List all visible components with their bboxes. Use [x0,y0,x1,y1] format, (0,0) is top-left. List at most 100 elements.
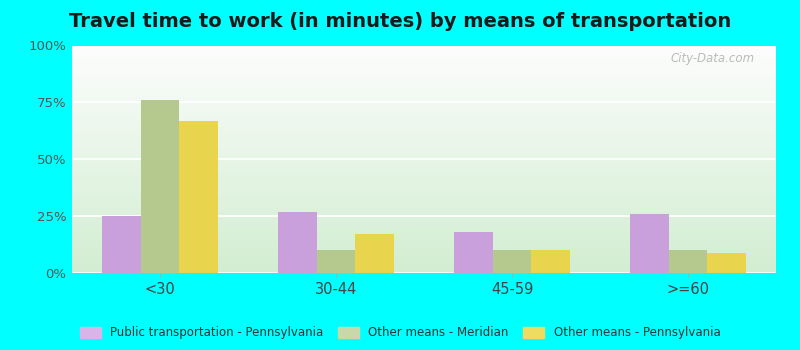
Bar [72,130,776,132]
Bar [72,214,776,216]
Bar [72,48,776,50]
Bar [72,86,776,89]
Bar [454,232,493,273]
Bar [355,234,394,273]
Bar [72,237,776,239]
Bar [72,225,776,228]
Bar [278,211,317,273]
Bar [72,262,776,264]
Bar [72,205,776,207]
Bar [102,216,141,273]
Bar [72,209,776,211]
Bar [72,230,776,232]
Bar [72,184,776,187]
Bar [72,246,776,248]
Bar [72,132,776,134]
Bar [72,139,776,141]
Bar [72,171,776,173]
Bar [72,120,776,123]
Bar [72,196,776,198]
Bar [72,232,776,234]
Bar [72,109,776,111]
Bar [72,268,776,271]
Bar [72,73,776,75]
Bar [317,250,355,273]
Bar [72,116,776,118]
Bar [72,105,776,107]
Bar [72,127,776,130]
Bar [72,175,776,177]
Bar [72,102,776,105]
Bar [72,218,776,221]
Bar [72,107,776,109]
Bar [72,168,776,171]
Bar [707,253,746,273]
Bar [72,77,776,80]
Bar [72,118,776,120]
Bar [72,223,776,225]
Bar [72,182,776,184]
Bar [72,157,776,159]
Bar [72,68,776,70]
Text: City-Data.com: City-Data.com [670,52,755,65]
Bar [72,180,776,182]
Bar [72,93,776,96]
Bar [72,153,776,155]
Bar [72,89,776,91]
Bar [72,136,776,139]
Bar [72,150,776,153]
Bar [72,64,776,66]
Bar [72,202,776,205]
Bar [141,100,179,273]
Text: Travel time to work (in minutes) by means of transportation: Travel time to work (in minutes) by mean… [69,12,731,31]
Bar [72,189,776,191]
Bar [72,216,776,218]
Bar [72,266,776,268]
Bar [72,55,776,57]
Bar [72,162,776,164]
Bar [72,91,776,93]
Bar [72,96,776,98]
Bar [72,75,776,77]
Bar [72,250,776,253]
Bar [72,123,776,125]
Bar [72,50,776,52]
Bar [72,207,776,209]
Bar [72,82,776,84]
Bar [669,250,707,273]
Bar [72,66,776,68]
Bar [72,111,776,114]
Bar [72,59,776,62]
Bar [630,214,669,273]
Bar [72,148,776,150]
Legend: Public transportation - Pennsylvania, Other means - Meridian, Other means - Penn: Public transportation - Pennsylvania, Ot… [75,322,725,344]
Bar [493,250,531,273]
Bar [72,211,776,214]
Bar [72,187,776,189]
Bar [72,141,776,144]
Bar [72,80,776,82]
Bar [72,264,776,266]
Bar [531,250,570,273]
Bar [72,164,776,166]
Bar [72,241,776,244]
Bar [72,221,776,223]
Bar [72,62,776,64]
Bar [72,193,776,196]
Bar [72,84,776,86]
Bar [72,57,776,59]
Bar [72,144,776,146]
Bar [72,244,776,246]
Bar [72,239,776,241]
Bar [72,159,776,162]
Bar [72,146,776,148]
Bar [72,125,776,127]
Bar [72,228,776,230]
Bar [72,253,776,255]
Bar [72,271,776,273]
Bar [72,200,776,202]
Bar [72,114,776,116]
Bar [72,198,776,200]
Bar [72,234,776,237]
Bar [72,71,776,73]
